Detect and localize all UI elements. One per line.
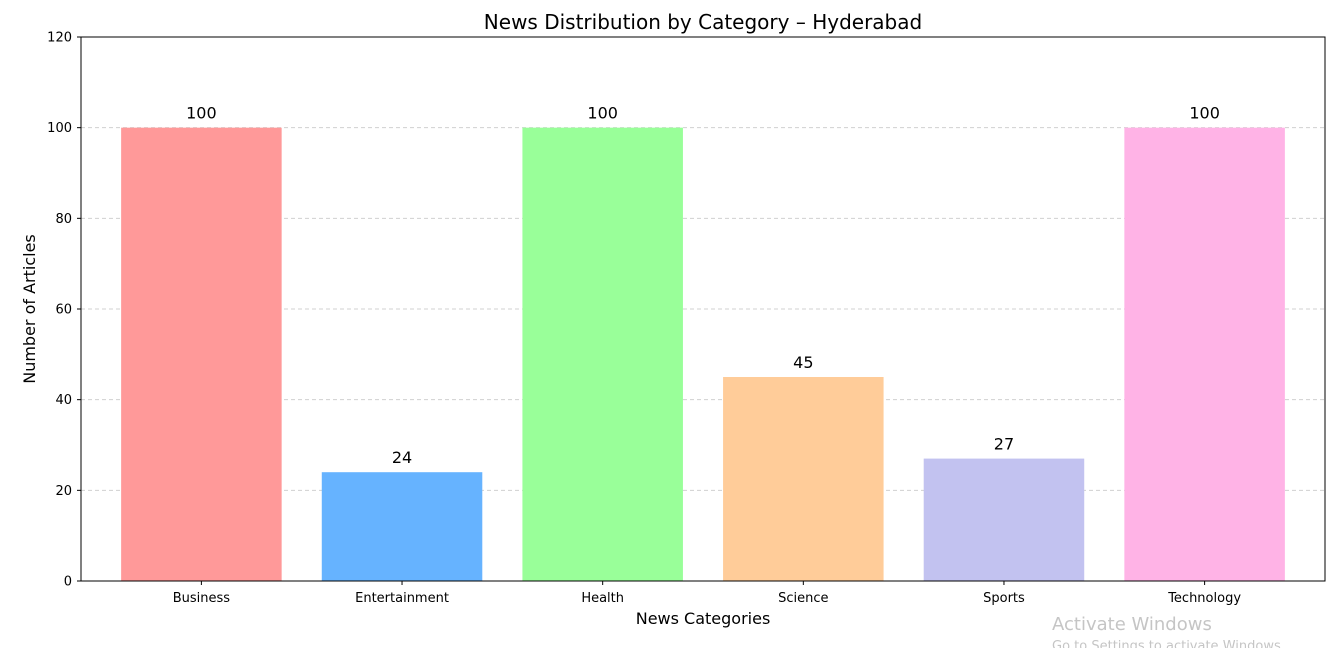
bar-business: [121, 127, 282, 582]
y-tick-label: 100: [47, 121, 72, 136]
bars: [121, 127, 1285, 582]
y-tick-label: 0: [64, 575, 72, 590]
x-tick-label-science: Science: [778, 591, 828, 606]
y-tick-label: 40: [55, 393, 72, 408]
data-labels: 100 24 100 45 27 100: [186, 104, 1220, 468]
data-label-business: 100: [186, 104, 217, 123]
data-label-health: 100: [587, 104, 618, 123]
bar-science: [723, 377, 884, 581]
y-axis-label: Number of Articles: [20, 234, 39, 384]
bar-health: [522, 127, 683, 582]
data-label-entertainment: 24: [392, 448, 412, 467]
data-label-science: 45: [793, 353, 813, 372]
y-tick-label: 120: [47, 31, 72, 46]
data-label-technology: 100: [1189, 104, 1220, 123]
chart-title: News Distribution by Category – Hyderaba…: [484, 10, 922, 34]
x-tick-label-health: Health: [581, 591, 624, 606]
x-tick-label-entertainment: Entertainment: [355, 591, 449, 606]
y-tick-label: 20: [55, 484, 72, 499]
x-tick-label-business: Business: [173, 591, 231, 606]
x-tick-label-technology: Technology: [1167, 591, 1241, 606]
bar-technology: [1124, 127, 1285, 582]
grid-lines: [81, 127, 1325, 491]
bar-entertainment: [321, 472, 483, 581]
x-tick-label-sports: Sports: [983, 591, 1025, 606]
data-label-sports: 27: [994, 435, 1014, 454]
y-axis-ticks: 0 20 40 60 80 100 120: [47, 31, 81, 590]
y-tick-label: 60: [55, 303, 72, 318]
x-axis-ticks: Business Entertainment Health Science Sports…: [173, 581, 1241, 606]
bar-sports: [923, 458, 1085, 581]
y-tick-label: 80: [55, 212, 72, 227]
x-axis-label: News Categories: [636, 609, 771, 628]
